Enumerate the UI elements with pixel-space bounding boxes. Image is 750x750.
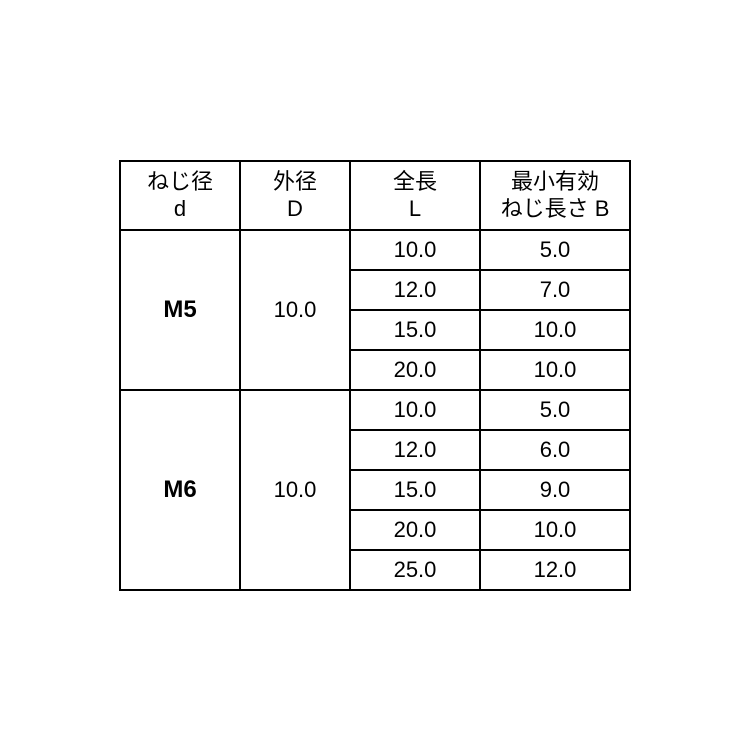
cell-thread-b: 10.0 xyxy=(480,510,630,550)
cell-thread-diameter: M6 xyxy=(120,390,240,590)
cell-thread-b: 10.0 xyxy=(480,350,630,390)
cell-thread-b: 9.0 xyxy=(480,470,630,510)
cell-thread-b: 6.0 xyxy=(480,430,630,470)
cell-length: 12.0 xyxy=(350,270,480,310)
col-header-length-line1: 全長 xyxy=(393,169,437,194)
col-header-thread-b-line2: ねじ長さ B xyxy=(501,196,610,221)
col-header-d-line1: ねじ径 xyxy=(147,169,213,194)
table-row: M6 10.0 10.0 5.0 xyxy=(120,390,630,430)
cell-thread-diameter: M5 xyxy=(120,230,240,390)
spec-table: ねじ径 d 外径 D 全長 L 最小有効 ねじ長さ B xyxy=(119,160,631,591)
cell-length: 20.0 xyxy=(350,510,480,550)
cell-length: 10.0 xyxy=(350,230,480,270)
cell-thread-b: 7.0 xyxy=(480,270,630,310)
col-header-outer-d: 外径 D xyxy=(240,161,350,230)
col-header-thread-b-line1: 最小有効 xyxy=(511,169,599,194)
col-header-d-line2: d xyxy=(174,196,186,221)
col-header-outer-d-line2: D xyxy=(287,196,303,221)
col-header-outer-d-line1: 外径 xyxy=(273,169,317,194)
cell-outer-diameter: 10.0 xyxy=(240,390,350,590)
cell-length: 25.0 xyxy=(350,550,480,590)
table-header-row: ねじ径 d 外径 D 全長 L 最小有効 ねじ長さ B xyxy=(120,161,630,230)
cell-length: 20.0 xyxy=(350,350,480,390)
col-header-length: 全長 L xyxy=(350,161,480,230)
cell-thread-b: 12.0 xyxy=(480,550,630,590)
page-container: ねじ径 d 外径 D 全長 L 最小有効 ねじ長さ B xyxy=(0,0,750,750)
col-header-d: ねじ径 d xyxy=(120,161,240,230)
cell-length: 15.0 xyxy=(350,470,480,510)
cell-length: 15.0 xyxy=(350,310,480,350)
col-header-thread-b: 最小有効 ねじ長さ B xyxy=(480,161,630,230)
table-row: M5 10.0 10.0 5.0 xyxy=(120,230,630,270)
cell-thread-b: 5.0 xyxy=(480,230,630,270)
col-header-length-line2: L xyxy=(409,196,421,221)
cell-thread-b: 10.0 xyxy=(480,310,630,350)
cell-outer-diameter: 10.0 xyxy=(240,230,350,390)
cell-length: 10.0 xyxy=(350,390,480,430)
cell-length: 12.0 xyxy=(350,430,480,470)
cell-thread-b: 5.0 xyxy=(480,390,630,430)
